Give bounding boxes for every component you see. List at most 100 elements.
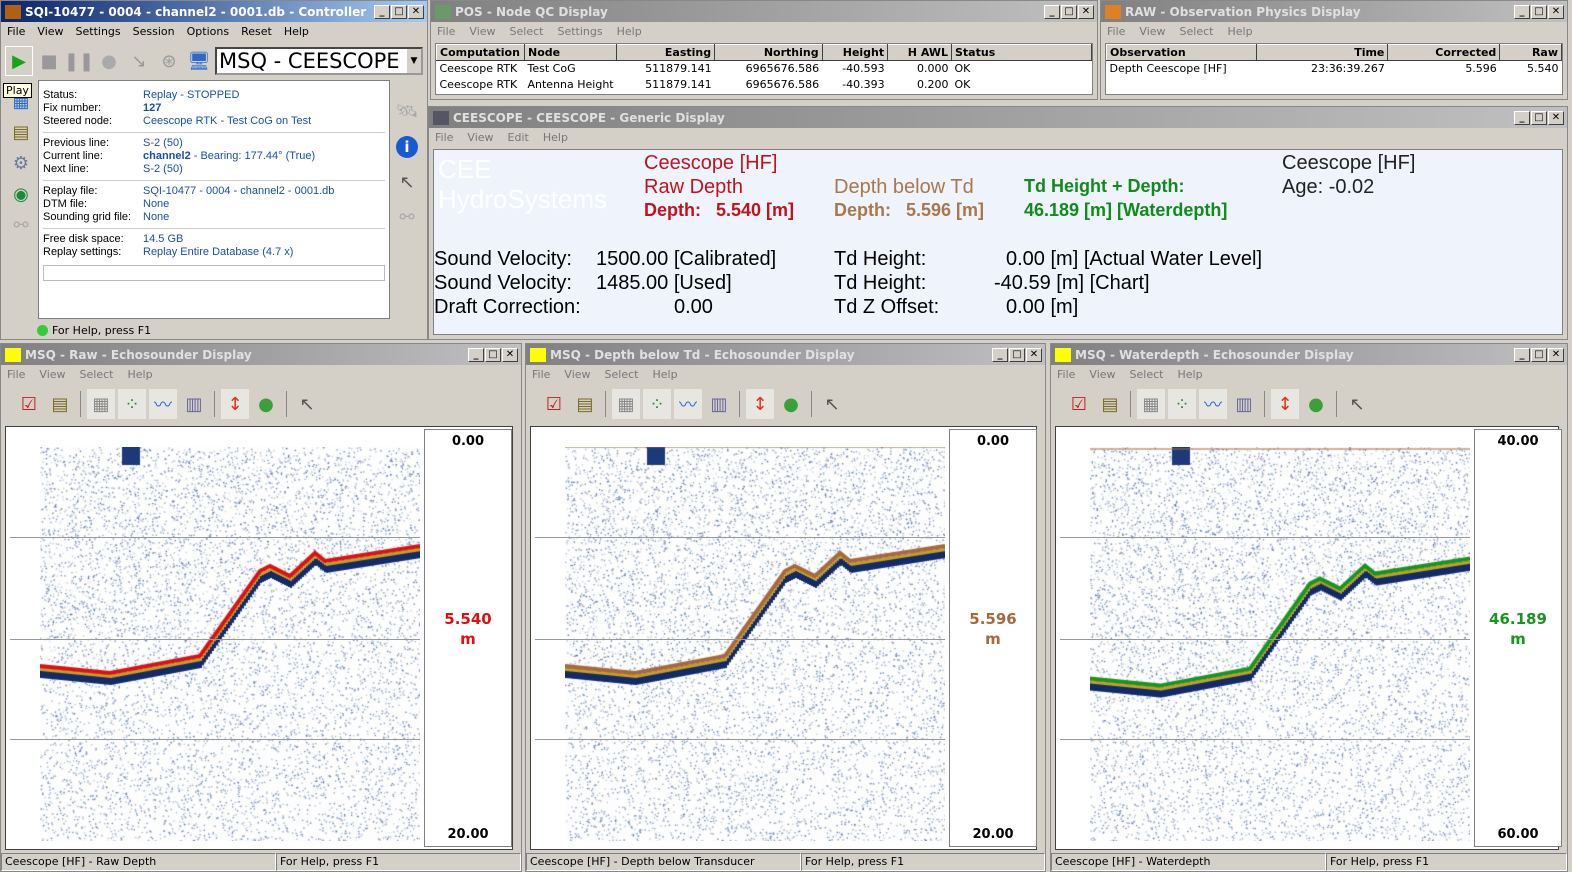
- menu-help[interactable]: Help: [127, 368, 153, 381]
- echo-titlebar[interactable]: MSQ - Waterdepth - Echosounder Display _…: [1051, 344, 1567, 365]
- menu-file[interactable]: File: [1057, 368, 1076, 381]
- maximize-button[interactable]: □: [1531, 347, 1547, 362]
- menu-select[interactable]: Select: [1129, 368, 1164, 381]
- menu-help[interactable]: Help: [283, 25, 309, 38]
- menu-file[interactable]: File: [435, 131, 454, 144]
- menu-select[interactable]: Select: [79, 368, 114, 381]
- skip-icon[interactable]: ↘: [131, 50, 147, 72]
- range-marker-icon[interactable]: ↕: [746, 389, 774, 419]
- help-pointer-icon[interactable]: ↖: [299, 393, 315, 415]
- trend-icon[interactable]: 〰: [149, 389, 177, 419]
- echogram[interactable]: [565, 447, 945, 841]
- col-height[interactable]: Height: [821, 44, 889, 61]
- color-circles-icon[interactable]: ●: [258, 393, 274, 415]
- bars-icon[interactable]: ▥: [1235, 393, 1253, 415]
- col-observation[interactable]: Observation: [1106, 44, 1257, 61]
- menu-select[interactable]: Select: [604, 368, 639, 381]
- maximize-button[interactable]: □: [1009, 347, 1025, 362]
- maximize-button[interactable]: □: [485, 347, 501, 362]
- trend-icon[interactable]: 〰: [674, 389, 702, 419]
- help-pointer-icon[interactable]: ↖: [824, 393, 840, 415]
- scatter-icon[interactable]: ⁘: [118, 389, 146, 419]
- lifebuoy-icon[interactable]: ⊛: [161, 50, 177, 72]
- close-button[interactable]: ✕: [1548, 4, 1564, 19]
- menu-options[interactable]: Options: [186, 25, 230, 38]
- globe-icon[interactable]: ◉: [13, 184, 29, 205]
- generic-titlebar[interactable]: CEESCOPE - CEESCOPE - Generic Display _ □…: [429, 107, 1567, 128]
- menu-session[interactable]: Session: [132, 25, 175, 38]
- maximize-button[interactable]: □: [391, 4, 407, 19]
- col-easting[interactable]: Easting: [616, 44, 716, 61]
- echosounder-icon[interactable]: ▤: [576, 393, 594, 415]
- info-icon[interactable]: i: [396, 136, 418, 158]
- range-marker-icon[interactable]: ↕: [221, 389, 249, 419]
- help-pointer-icon[interactable]: ↖: [399, 172, 415, 193]
- bars-icon[interactable]: ▥: [185, 393, 203, 415]
- close-button[interactable]: ✕: [502, 347, 518, 362]
- menu-view[interactable]: View: [564, 368, 591, 381]
- col-raw[interactable]: Raw: [1499, 44, 1562, 61]
- play-icon[interactable]: ▶: [5, 46, 33, 76]
- close-button[interactable]: ✕: [1078, 4, 1094, 19]
- checklist-icon[interactable]: ☑: [1070, 393, 1088, 415]
- checklist-icon[interactable]: ☑: [20, 393, 38, 415]
- menu-file[interactable]: File: [532, 368, 551, 381]
- table-row[interactable]: Depth Ceescope [HF] 23:36:39.267 5.596 5.54…: [1109, 62, 1559, 76]
- menu-view[interactable]: View: [39, 368, 66, 381]
- menu-help[interactable]: Help: [1227, 25, 1253, 38]
- profile-select[interactable]: MSQ - CEESCOPE ▼: [215, 47, 423, 75]
- controller-titlebar[interactable]: SQI-10477 - 0004 - channel2 - 0001.db - …: [1, 1, 427, 22]
- menu-view[interactable]: View: [1089, 368, 1116, 381]
- minimize-button[interactable]: _: [1514, 4, 1530, 19]
- close-button[interactable]: ✕: [1026, 347, 1042, 362]
- minimize-button[interactable]: _: [374, 4, 390, 19]
- scatter-icon[interactable]: ⁘: [1168, 389, 1196, 419]
- record-icon[interactable]: ●: [101, 50, 117, 72]
- satellite-icon[interactable]: 🛰: [395, 101, 419, 122]
- maximize-button[interactable]: □: [1531, 4, 1547, 19]
- help-pointer-icon[interactable]: ↖: [1349, 393, 1365, 415]
- menu-file[interactable]: File: [7, 25, 26, 38]
- echosounder-icon[interactable]: ▤: [1101, 393, 1119, 415]
- maximize-button[interactable]: □: [1531, 110, 1547, 125]
- menu-select[interactable]: Select: [509, 25, 544, 38]
- menu-reset[interactable]: Reset: [241, 25, 272, 38]
- echogram[interactable]: [1090, 447, 1470, 841]
- echogram[interactable]: [40, 447, 420, 841]
- raw-titlebar[interactable]: RAW - Observation Physics Display _ □ ✕: [1101, 1, 1567, 22]
- col-computation[interactable]: Computation: [436, 44, 525, 61]
- close-button[interactable]: ✕: [1548, 347, 1564, 362]
- table-row[interactable]: Ceescope RTK Antenna Height 511879.141 6965…: [439, 78, 971, 91]
- scatter-icon[interactable]: ⁘: [643, 389, 671, 419]
- col-corrected[interactable]: Corrected: [1387, 44, 1501, 61]
- pos-titlebar[interactable]: POS - Node QC Display _ □ ✕: [431, 1, 1097, 22]
- grid-icon[interactable]: ▦: [1137, 389, 1165, 419]
- range-marker-icon[interactable]: ↕: [1271, 389, 1299, 419]
- menu-view[interactable]: View: [1139, 25, 1166, 38]
- menu-file[interactable]: File: [7, 368, 26, 381]
- menu-help[interactable]: Help: [1177, 368, 1203, 381]
- checklist-icon[interactable]: ☑: [545, 393, 563, 415]
- menu-settings[interactable]: Settings: [557, 25, 603, 38]
- menu-view[interactable]: View: [469, 25, 496, 38]
- menu-settings[interactable]: Settings: [75, 25, 121, 38]
- menu-view[interactable]: View: [467, 131, 494, 144]
- minimize-button[interactable]: _: [1044, 4, 1060, 19]
- settings-gear-icon[interactable]: ⚙: [12, 153, 30, 174]
- monitor-icon[interactable]: 🖥: [187, 50, 211, 72]
- col-node[interactable]: Node: [523, 44, 618, 61]
- maximize-button[interactable]: □: [1061, 4, 1077, 19]
- menu-file[interactable]: File: [1107, 25, 1126, 38]
- col-status[interactable]: Status: [951, 44, 1092, 61]
- network-icon[interactable]: ⚯: [13, 215, 29, 236]
- chevron-down-icon[interactable]: ▼: [407, 49, 421, 73]
- table-row[interactable]: Ceescope RTK Test CoG 511879.141 6965676.58…: [439, 62, 971, 76]
- echo-titlebar[interactable]: MSQ - Raw - Echosounder Display _ □ ✕: [1, 344, 521, 365]
- minimize-button[interactable]: _: [468, 347, 484, 362]
- col-time[interactable]: Time: [1255, 44, 1389, 61]
- col-northing[interactable]: Northing: [714, 44, 823, 61]
- minimize-button[interactable]: _: [992, 347, 1008, 362]
- bars-icon[interactable]: ▥: [710, 393, 728, 415]
- minimize-button[interactable]: _: [1514, 110, 1530, 125]
- echosounder-icon[interactable]: ▤: [12, 122, 30, 143]
